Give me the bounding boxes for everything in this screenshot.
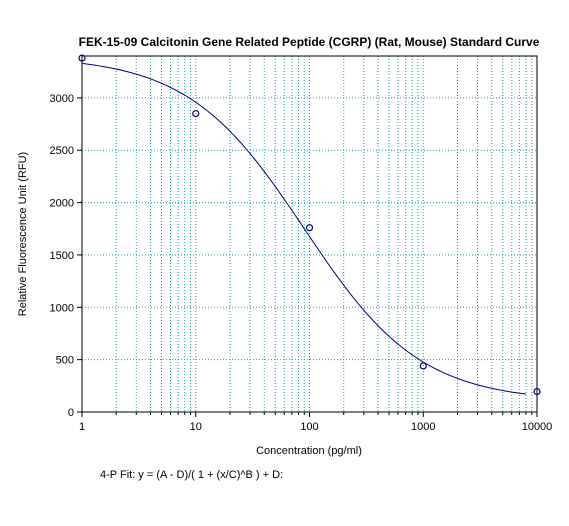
y-tick-label: 3000 xyxy=(50,93,74,105)
x-tick-label: 100 xyxy=(300,421,318,433)
fit-curve-line xyxy=(81,62,527,395)
data-point xyxy=(192,109,200,118)
data-point xyxy=(533,387,541,396)
y-tick-label: 1000 xyxy=(50,302,74,314)
data-point xyxy=(419,362,427,370)
data-point xyxy=(305,224,314,232)
y-tick-label: 1500 xyxy=(50,250,74,262)
data-point xyxy=(78,54,86,62)
y-tick-label: 2000 xyxy=(50,198,74,210)
y-axis-ticks: 0 500 1000 1500 2000 2500 3000 xyxy=(50,93,82,419)
y-tick-label: 0 xyxy=(68,407,74,419)
y-axis-label: Relative Fluorescence Unit (RFU) xyxy=(17,152,29,316)
grid-lines xyxy=(82,56,537,412)
y-tick-label: 500 xyxy=(56,355,74,367)
data-points xyxy=(78,54,541,396)
x-tick-label: 10000 xyxy=(522,421,553,433)
x-axis-ticks: 1 10 100 1000 10000 xyxy=(79,412,552,433)
y-tick-label: 2500 xyxy=(50,145,74,157)
chart-title: FEK-15-09 Calcitonin Gene Related Peptid… xyxy=(79,35,540,49)
x-tick-label: 1000 xyxy=(411,421,435,433)
x-tick-label: 1 xyxy=(79,421,85,433)
x-axis-label: Concentration (pg/ml) xyxy=(256,445,362,457)
x-tick-label: 10 xyxy=(190,421,202,433)
fit-equation-label: 4-P Fit: y = (A - D)/( 1 + (x/C)^B ) + D… xyxy=(100,469,283,481)
